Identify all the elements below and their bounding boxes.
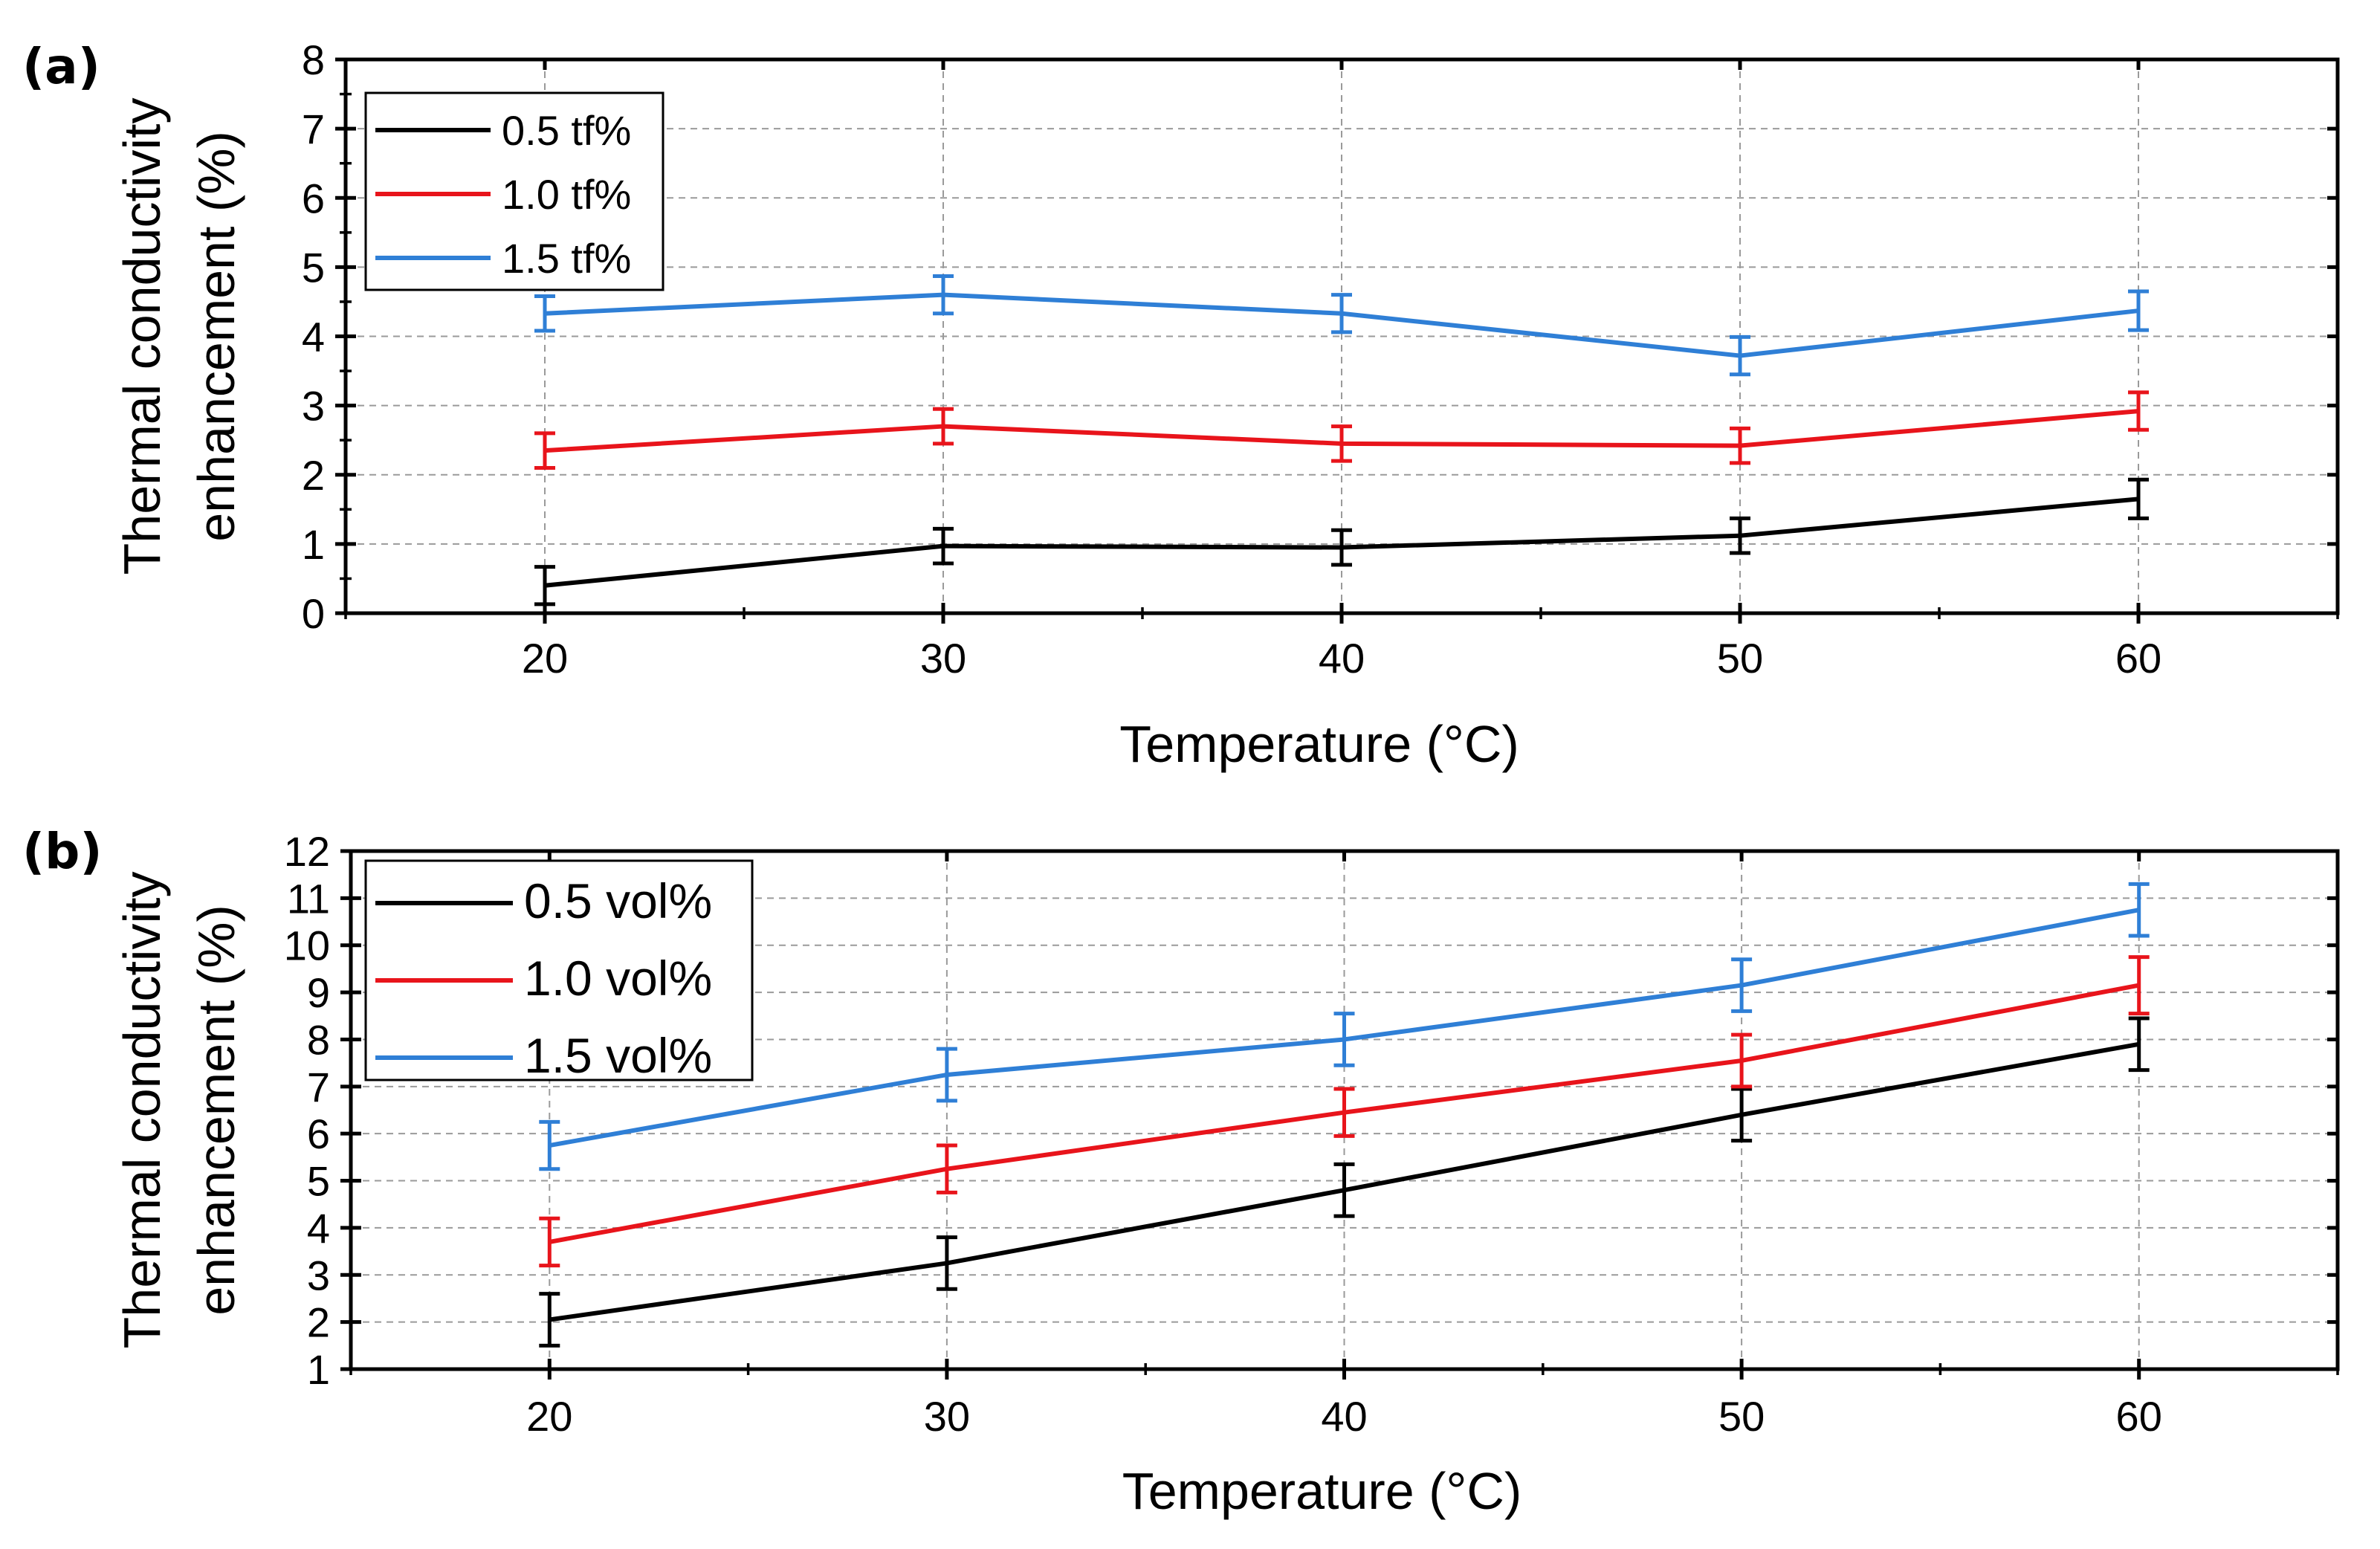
y-tick-label: 7	[302, 106, 325, 152]
x-tick-label: 20	[526, 1393, 572, 1440]
x-tick-label: 40	[1319, 635, 1365, 682]
y-tick-label: 10	[284, 922, 330, 969]
series-3	[539, 882, 2150, 1171]
x-tick-label: 30	[920, 635, 966, 682]
legend-label: 1.0 vol%	[524, 951, 712, 1006]
legend-label: 1.5 vol%	[524, 1028, 712, 1083]
panel-label: (b)	[22, 823, 103, 880]
x-tick-label: 50	[1717, 635, 1763, 682]
legend-label: 0.5 vol%	[524, 873, 712, 928]
panel-label: (a)	[22, 38, 100, 95]
x-axis-title: Temperature (°C)	[1122, 1462, 1522, 1520]
y-tick-label: 12	[284, 828, 330, 875]
y-tick-label: 5	[302, 244, 325, 291]
x-tick-label: 60	[2115, 635, 2161, 682]
legend-box	[364, 859, 754, 1081]
x-tick-label: 20	[522, 635, 568, 682]
y-axis-title-line1: Thermal conductivity	[113, 98, 171, 575]
y-tick-label: 11	[287, 875, 330, 922]
y-tick-label: 2	[302, 452, 325, 499]
x-tick-label: 60	[2116, 1393, 2162, 1440]
y-tick-label: 3	[302, 383, 325, 430]
x-tick-label: 50	[1718, 1393, 1765, 1440]
y-axis-ticks	[335, 57, 2338, 615]
y-tick-label: 4	[302, 314, 325, 360]
series-2	[539, 955, 2150, 1268]
x-tick-label: 30	[924, 1393, 970, 1440]
y-tick-label: 9	[307, 969, 330, 1016]
y-tick-label: 8	[302, 36, 325, 83]
legend: 0.5 vol% 1.0 vol% 1.5 vol%	[364, 859, 754, 1083]
y-tick-label: 6	[302, 175, 325, 221]
series-3	[534, 274, 2149, 377]
y-tick-label: 3	[307, 1252, 330, 1299]
y-axis-title-line2: enhancement (%)	[187, 905, 245, 1316]
series-2	[534, 390, 2149, 470]
legend-label: 1.5 tf%	[502, 235, 631, 282]
y-tick-label: 5	[307, 1158, 330, 1205]
legend: 0.5 tf% 1.0 tf% 1.5 tf%	[364, 91, 664, 291]
y-tick-label: 2	[307, 1299, 330, 1346]
y-tick-label: 6	[307, 1110, 330, 1157]
x-tick-label: 40	[1321, 1393, 1367, 1440]
y-axis-ticks	[340, 849, 2338, 1371]
y-tick-label: 0	[302, 590, 325, 637]
legend-label: 0.5 tf%	[502, 107, 631, 154]
y-tick-label: 1	[302, 521, 325, 568]
panel-a: (a) 20 30 40 50 60 0 1 2 3 4 5 6 7 8 Temperature (°C) Th…	[22, 36, 2340, 773]
y-axis-title-line2: enhancement (%)	[187, 131, 245, 542]
x-axis-title: Temperature (°C)	[1119, 715, 1519, 773]
panel-b: (b)20 30 40 50 60123456789101112Temperature …	[22, 823, 2340, 1520]
y-tick-label: 8	[307, 1016, 330, 1063]
y-tick-label: 4	[307, 1205, 330, 1252]
series-1	[539, 1016, 2150, 1348]
x-axis-ticks	[349, 851, 2339, 1380]
series-1	[534, 477, 2149, 607]
y-tick-label: 7	[307, 1064, 330, 1110]
y-axis-title-line1: Thermal conductivity	[113, 872, 171, 1349]
legend-label: 1.0 tf%	[502, 171, 631, 218]
y-tick-label: 1	[307, 1346, 330, 1393]
